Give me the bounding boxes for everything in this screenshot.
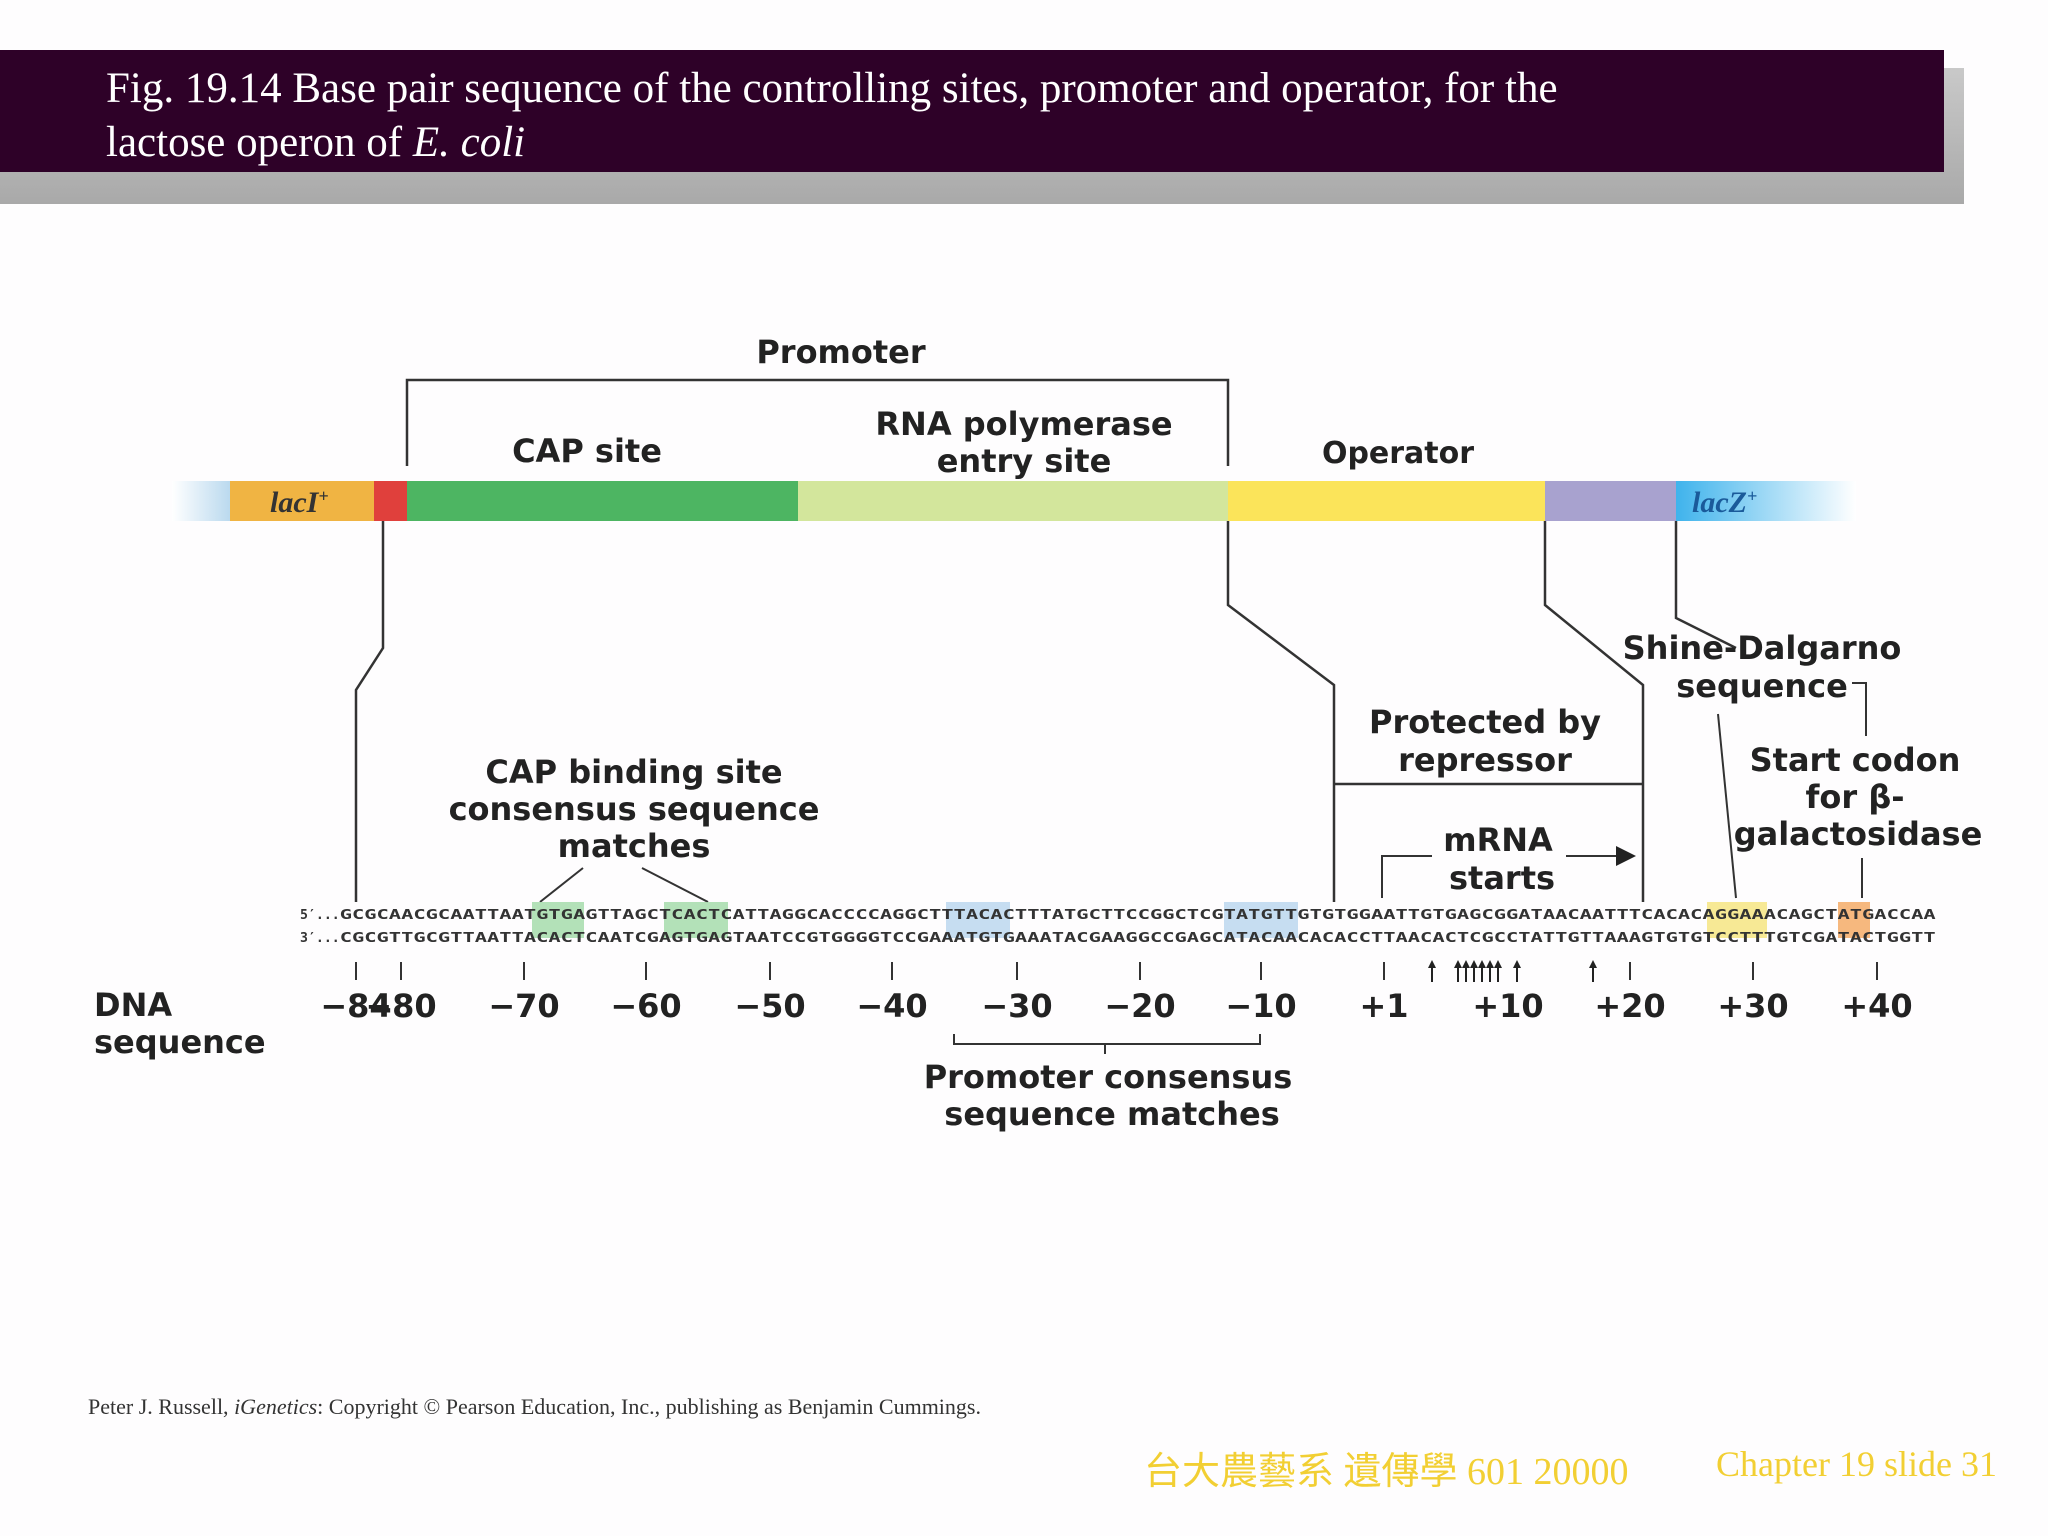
credit-suffix: : Copyright © Pearson Education, Inc., p… bbox=[317, 1394, 981, 1419]
slide-title-line1: Fig. 19.14 Base pair sequence of the con… bbox=[106, 65, 1558, 112]
position-number: −70 bbox=[488, 987, 559, 1025]
cap-match-highlight-1 bbox=[532, 902, 584, 938]
mrna-start-arrows bbox=[1428, 960, 1597, 982]
shine-dalgarno-label-line1: Shine-Dalgarno bbox=[1623, 629, 1902, 667]
cap-boundary-segment bbox=[374, 481, 407, 521]
position-ticks bbox=[355, 962, 1878, 980]
start-codon-label-line3: galactosidase bbox=[1734, 815, 1983, 853]
shine-dalgarno-pointer bbox=[1717, 713, 1737, 899]
rnap-site-segment bbox=[798, 481, 1228, 521]
footer-slide-number: Chapter 19 slide 31 bbox=[1716, 1444, 1997, 1484]
position-number: −60 bbox=[610, 987, 681, 1025]
position-number: −30 bbox=[981, 987, 1052, 1025]
lacz-segment bbox=[1676, 481, 1856, 521]
mrna-start-arrow-head bbox=[1486, 960, 1494, 968]
zoom-line-lacz bbox=[1674, 521, 1737, 650]
cap-binding-label-line3: matches bbox=[558, 827, 711, 865]
cap-binding-pointers bbox=[539, 867, 709, 903]
dna-strand-3prime: 3′...CGCGTTGCGTTAATTACACTCAATCGAGTGAGTAA… bbox=[300, 931, 1936, 946]
dna-label-line1: DNA bbox=[94, 986, 172, 1024]
shine-dalgarno-label-line2: sequence bbox=[1676, 667, 1848, 705]
cap-match-highlight-2 bbox=[664, 902, 728, 938]
position-number: −50 bbox=[734, 987, 805, 1025]
zoom-line-operator-end bbox=[1543, 521, 1645, 902]
mrna-start-arrow-head bbox=[1513, 960, 1521, 968]
mrna-start-arrow-head bbox=[1494, 960, 1502, 968]
zoom-lines bbox=[354, 521, 1737, 902]
start-codon-label-line2: for β- bbox=[1805, 778, 1904, 816]
operator-label: Operator bbox=[1322, 436, 1474, 471]
promoter-label: Promoter bbox=[756, 333, 926, 371]
operator-segment bbox=[1228, 481, 1545, 521]
position-number: +30 bbox=[1717, 987, 1788, 1025]
protected-label-line1: Protected by bbox=[1369, 703, 1601, 741]
mrna-start-arrow-head bbox=[1470, 960, 1478, 968]
mrna-start-arrow-head bbox=[1462, 960, 1470, 968]
mrna-start-arrow-head bbox=[1589, 960, 1597, 968]
promoter-match-highlight-10 bbox=[1224, 902, 1298, 938]
laci-label: lacI+ bbox=[270, 486, 329, 519]
position-number: −40 bbox=[856, 987, 927, 1025]
protected-label-line2: repressor bbox=[1398, 741, 1572, 779]
laci-segment bbox=[230, 481, 374, 521]
dna-strand-5prime: 5′...GCGCAACGCAATTAATGTGAGTTAGCTCACTCATT… bbox=[300, 908, 1936, 923]
slide-title-organism: E. coli bbox=[412, 119, 526, 166]
position-numbers: −84−80 −70 −60 −50 −40 −30 −20 −10 +1 +10 +20 +30 +4… bbox=[320, 987, 1912, 1025]
position-number: −20 bbox=[1104, 987, 1175, 1025]
slide-title: Fig. 19.14 Base pair sequence of the con… bbox=[106, 62, 1906, 170]
start-codon-pointer-top bbox=[1852, 682, 1867, 736]
position-number: +1 bbox=[1359, 987, 1408, 1025]
mrna-starts-label-line1: mRNA bbox=[1443, 821, 1553, 859]
spacer-segment bbox=[1545, 481, 1676, 521]
promoter-consensus-label-line1: Promoter consensus bbox=[924, 1058, 1293, 1096]
position-number: +40 bbox=[1841, 987, 1912, 1025]
promoter-bracket bbox=[405, 378, 1230, 466]
mrna-start-arrow-head bbox=[1478, 960, 1486, 968]
shine-dalgarno-highlight bbox=[1707, 902, 1767, 938]
slide-title-line2-prefix: lactose operon of bbox=[106, 119, 413, 166]
mrna-starts-label-line2: starts bbox=[1449, 859, 1555, 897]
position-number: −84 bbox=[320, 987, 391, 1025]
position-number: +20 bbox=[1594, 987, 1665, 1025]
zoom-line-left bbox=[354, 521, 385, 902]
sequence-highlights bbox=[532, 902, 1870, 938]
rnap-entry-label-line2: entry site bbox=[937, 442, 1112, 480]
gene-bar bbox=[172, 481, 1856, 521]
cap-site-label: CAP site bbox=[512, 432, 662, 470]
gene-bar-left-end bbox=[172, 481, 232, 521]
copyright-credit: Peter J. Russell, iGenetics: Copyright ©… bbox=[88, 1394, 981, 1420]
mrna-starts-left-pointer bbox=[1381, 855, 1432, 898]
position-number: −80 bbox=[365, 987, 436, 1025]
cap-site-segment bbox=[407, 481, 798, 521]
position-number: −10 bbox=[1225, 987, 1296, 1025]
start-codon-highlight bbox=[1838, 902, 1870, 938]
lacz-label: lacZ+ bbox=[1692, 486, 1757, 519]
promoter-consensus-bracket bbox=[953, 1034, 1261, 1054]
footer-course: 台大農藝系 遺傳學 601 20000 bbox=[1144, 1451, 1629, 1493]
credit-book-title: iGenetics bbox=[234, 1394, 318, 1419]
title-bar bbox=[0, 50, 1944, 172]
promoter-consensus-label-line2: sequence matches bbox=[944, 1095, 1279, 1133]
cap-binding-label-line1: CAP binding site bbox=[485, 753, 782, 791]
promoter-match-highlight-35 bbox=[946, 902, 1010, 938]
dna-label-line2: sequence bbox=[94, 1023, 266, 1061]
zoom-line-operator-start bbox=[1226, 521, 1336, 902]
cap-binding-label-line2: consensus sequence bbox=[449, 790, 820, 828]
start-codon-label-line1: Start codon bbox=[1750, 741, 1961, 779]
mrna-start-arrow-head bbox=[1428, 960, 1436, 968]
slide-title-line2: lactose operon of E. coli bbox=[106, 116, 1906, 170]
position-number: +10 bbox=[1472, 987, 1543, 1025]
rnap-entry-label-line1: RNA polymerase bbox=[875, 405, 1172, 443]
mrna-start-arrow-head bbox=[1454, 960, 1462, 968]
credit-prefix: Peter J. Russell, bbox=[88, 1394, 235, 1419]
